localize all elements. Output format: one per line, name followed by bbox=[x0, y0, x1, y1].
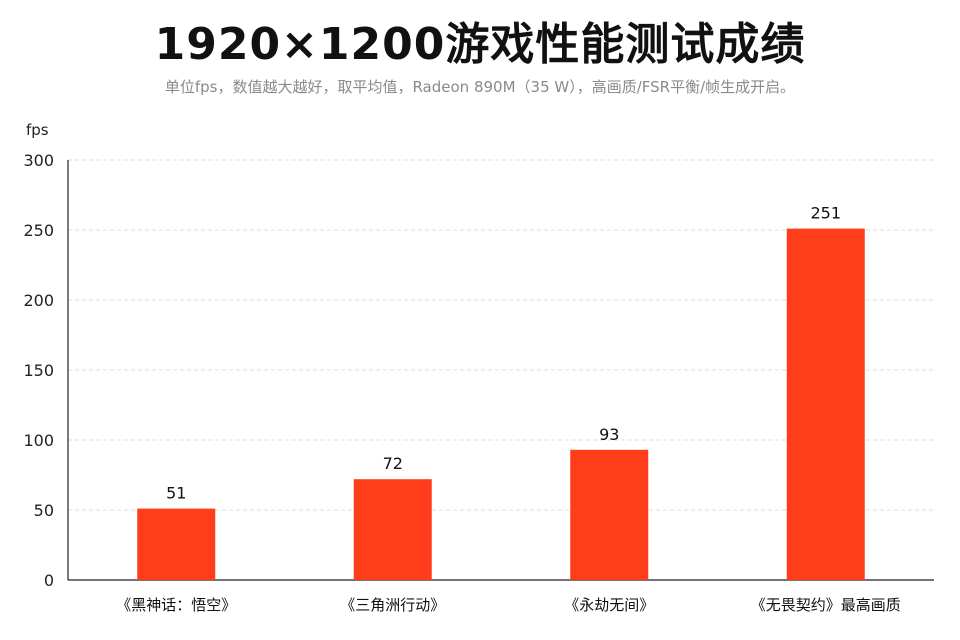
y-tick-label: 300 bbox=[23, 151, 54, 170]
y-axis-unit-label: fps bbox=[26, 121, 49, 139]
bar-value-label: 51 bbox=[166, 484, 186, 503]
chart-subtitle: 单位fps，数值越大越好，取平均值，Radeon 890M（35 W），高画质/… bbox=[164, 78, 796, 96]
bar-value-label: 93 bbox=[599, 425, 619, 444]
x-category-label: 《无畏契约》最高画质 bbox=[751, 596, 901, 614]
x-category-label: 《黑神话：悟空》 bbox=[116, 596, 236, 614]
y-tick-label: 150 bbox=[23, 361, 54, 380]
chart-title: 1920×1200游戏性能测试成绩 bbox=[154, 19, 806, 70]
labels: 0 50 100 150 200 250 300 51 《黑神话：悟空》 72 《三角洲行动》 93 《… bbox=[23, 151, 900, 614]
bar bbox=[786, 228, 865, 580]
x-category-label: 《永劫无间》 bbox=[564, 596, 654, 614]
y-tick-label: 0 bbox=[44, 571, 54, 590]
y-tick-label: 250 bbox=[23, 221, 54, 240]
bar-value-label: 251 bbox=[810, 204, 841, 223]
bar bbox=[570, 449, 649, 580]
bars bbox=[137, 228, 865, 580]
y-tick-label: 50 bbox=[34, 501, 54, 520]
y-tick-label: 200 bbox=[23, 291, 54, 310]
bar bbox=[137, 508, 216, 580]
bar-value-label: 72 bbox=[383, 454, 403, 473]
bar bbox=[353, 479, 432, 580]
x-category-label: 《三角洲行动》 bbox=[340, 596, 445, 614]
y-tick-label: 100 bbox=[23, 431, 54, 450]
